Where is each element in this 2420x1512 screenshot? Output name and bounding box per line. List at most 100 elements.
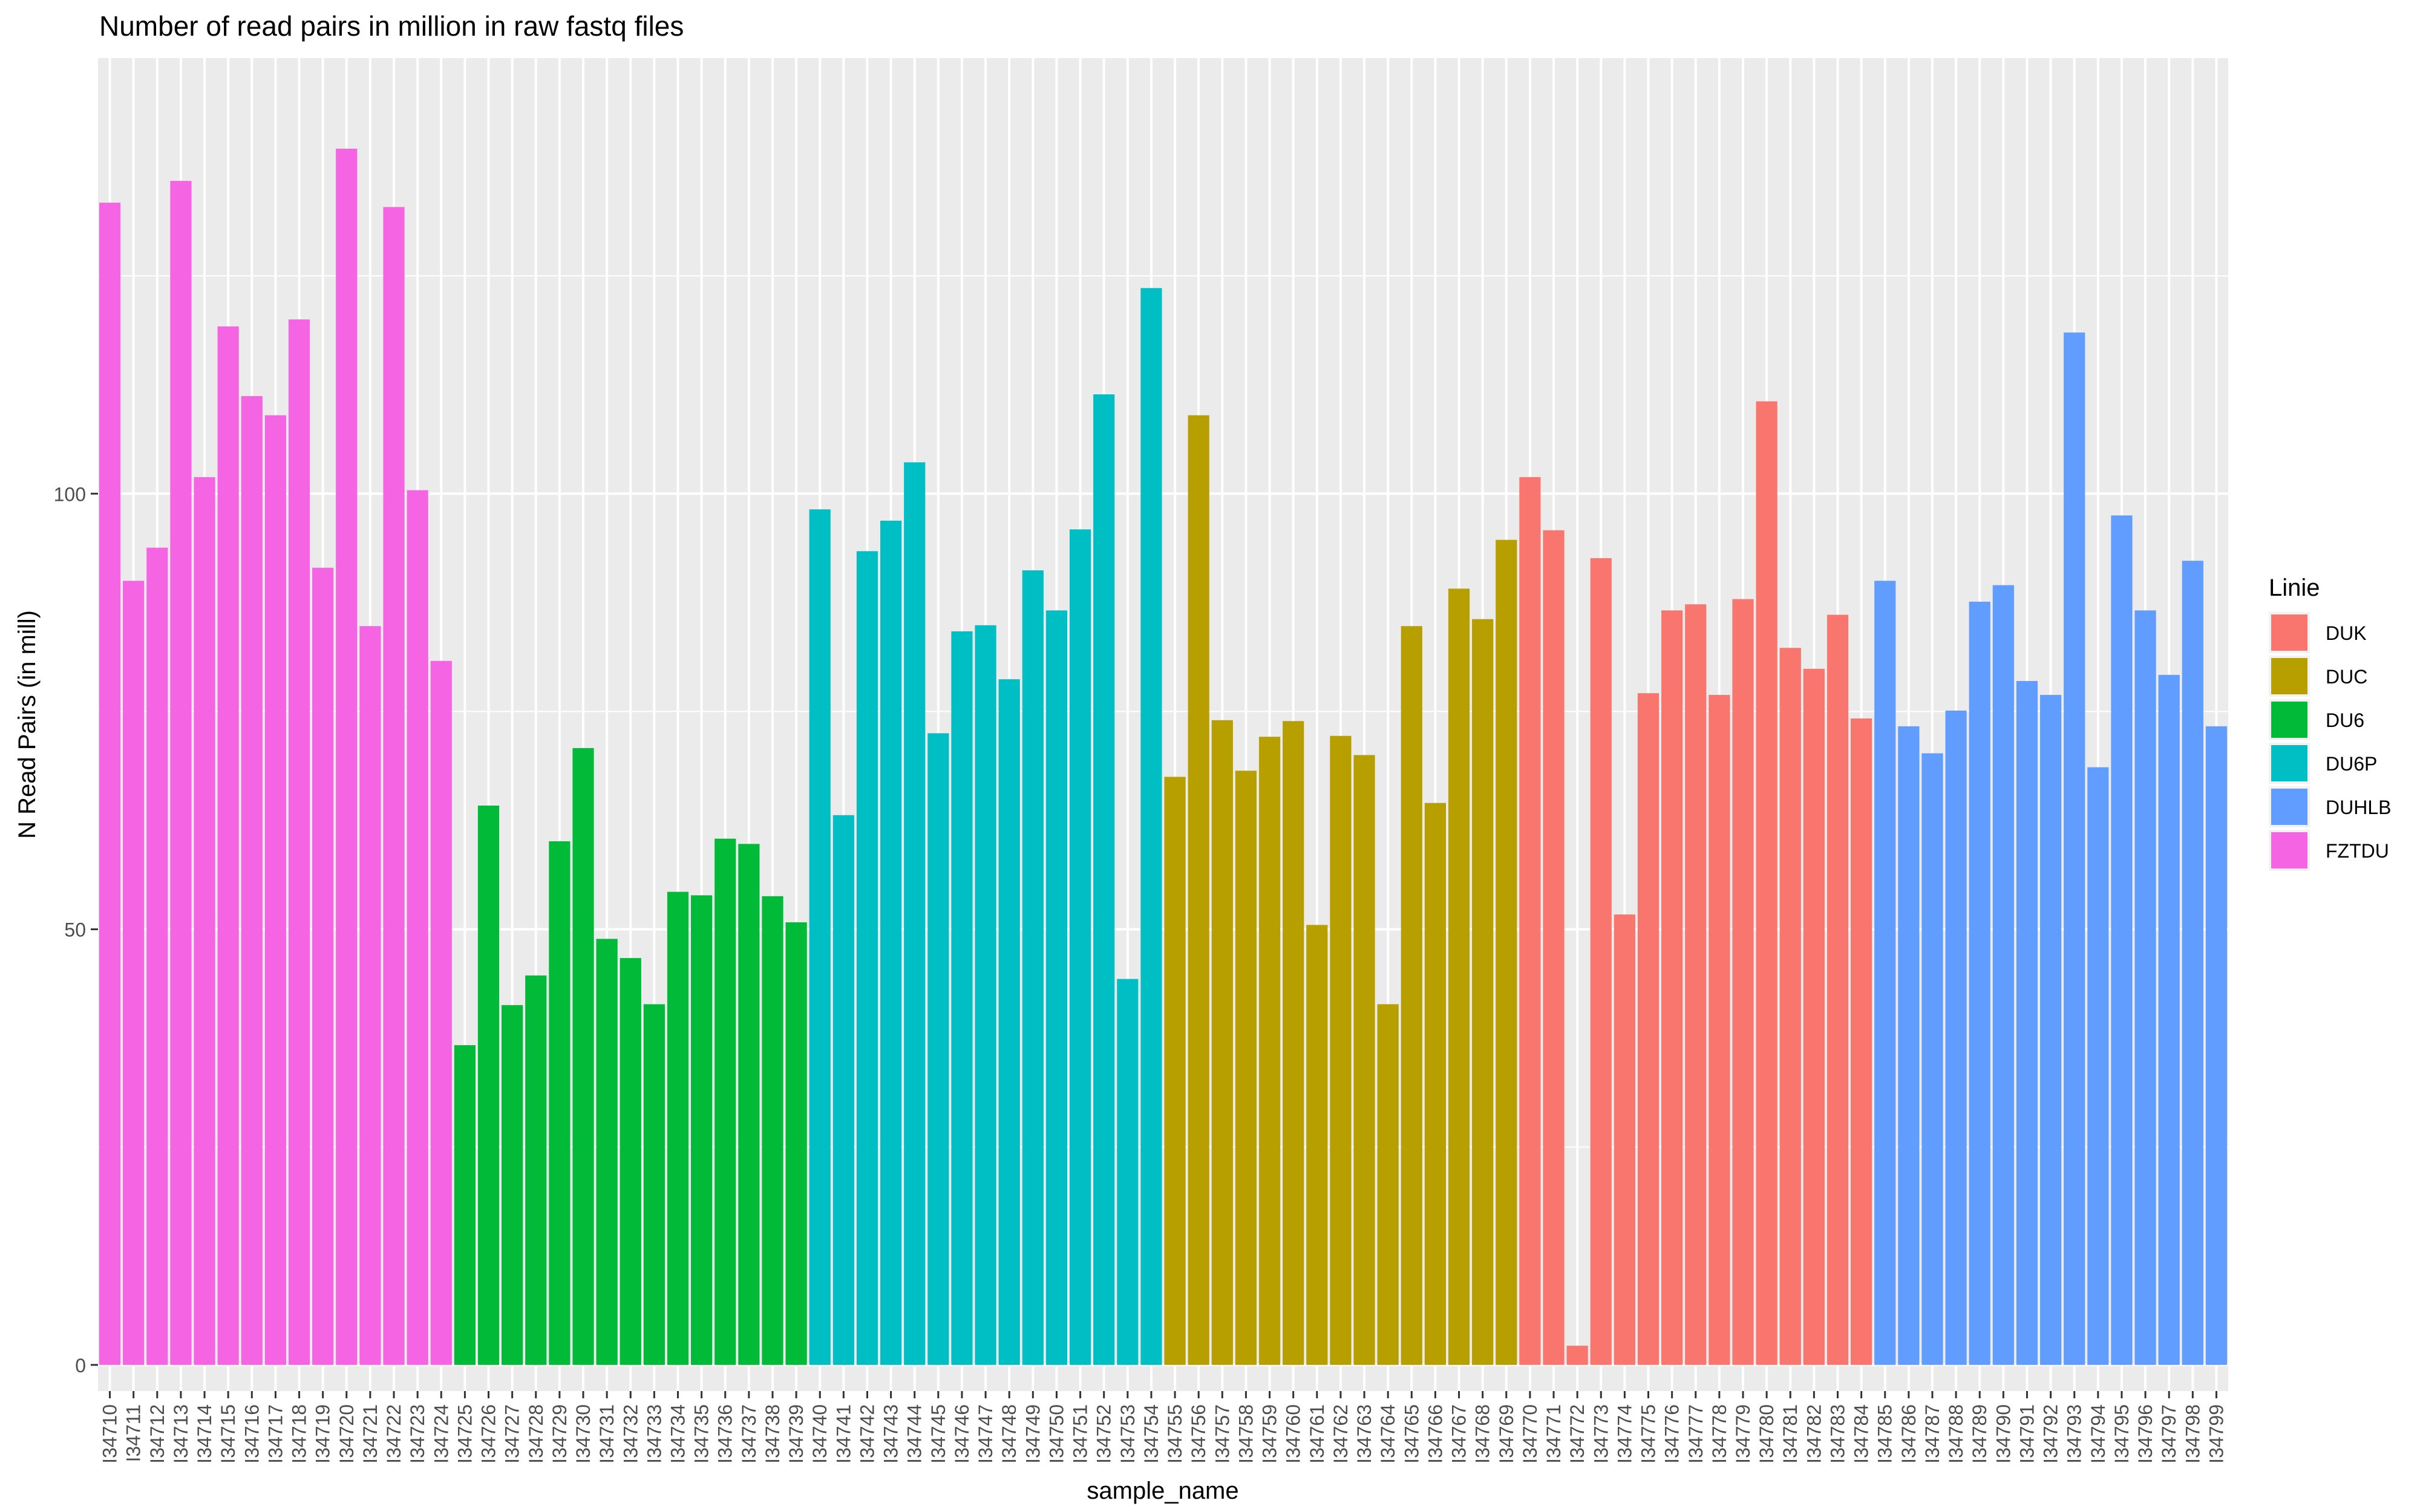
x-tick-label: I34787	[1921, 1404, 1943, 1464]
bar-I34733	[643, 1004, 665, 1365]
x-tick-label: I34784	[1851, 1404, 1872, 1464]
bar-I34786	[1898, 726, 1920, 1365]
legend-label-DUC: DUC	[2326, 666, 2367, 688]
bar-I34744	[904, 462, 926, 1365]
x-tick-label: I34712	[146, 1404, 168, 1464]
x-tick-label: I34715	[217, 1404, 239, 1464]
bar-I34788	[1945, 710, 1967, 1365]
x-tick-label: I34771	[1543, 1404, 1565, 1464]
legend-label-DU6: DU6	[2326, 709, 2364, 731]
y-tick-label: 0	[75, 1355, 86, 1377]
x-axis-title: sample_name	[1087, 1478, 1238, 1504]
x-tick-label: I34720	[336, 1404, 358, 1464]
bar-I34753	[1117, 979, 1139, 1365]
x-tick-label: I34719	[312, 1404, 334, 1464]
x-tick-label: I34764	[1377, 1404, 1399, 1464]
x-tick-label: I34798	[2182, 1404, 2203, 1464]
bar-I34725	[454, 1045, 476, 1365]
bar-I34711	[123, 581, 145, 1365]
x-tick-label: I34729	[549, 1404, 571, 1464]
x-tick-label: I34753	[1117, 1404, 1139, 1464]
bar-I34772	[1566, 1346, 1588, 1365]
x-tick-label: I34718	[289, 1404, 310, 1464]
bar-I34728	[525, 975, 547, 1365]
x-tick-label: I34765	[1401, 1404, 1422, 1464]
bar-I34759	[1258, 737, 1281, 1365]
x-tick-label: I34774	[1614, 1404, 1635, 1464]
x-tick-label: I34763	[1353, 1404, 1375, 1464]
bar-I34726	[477, 805, 500, 1365]
chart-title: Number of read pairs in million in raw f…	[99, 10, 684, 42]
x-tick-label: I34726	[478, 1404, 500, 1464]
x-tick-label: I34756	[1188, 1404, 1209, 1464]
bar-I34737	[738, 844, 760, 1365]
x-tick-label: I34776	[1661, 1404, 1683, 1464]
bar-I34794	[2087, 767, 2109, 1365]
bar-I34721	[359, 626, 381, 1365]
legend-label-FZTDU: FZTDU	[2326, 840, 2389, 862]
x-axis: I34710 I34711 I34712 I34713 I34714 I34715 I347…	[99, 1391, 2227, 1464]
bar-I34765	[1401, 626, 1422, 1365]
x-tick-label: I34793	[2064, 1404, 2085, 1464]
bar-I34746	[951, 631, 973, 1365]
bar-I34719	[312, 567, 334, 1365]
x-tick-label: I34782	[1803, 1404, 1825, 1464]
bar-I34716	[241, 396, 263, 1365]
x-tick-label: I34743	[880, 1404, 902, 1464]
x-tick-label: I34737	[738, 1404, 760, 1464]
x-tick-label: I34755	[1164, 1404, 1186, 1464]
bar-I34722	[383, 207, 405, 1365]
x-tick-label: I34779	[1732, 1404, 1754, 1464]
x-tick-label: I34746	[951, 1404, 973, 1464]
bar-I34715	[217, 326, 239, 1365]
bar-I34762	[1330, 735, 1352, 1365]
x-tick-label: I34728	[525, 1404, 547, 1464]
bar-I34731	[596, 939, 618, 1365]
bar-I34780	[1756, 401, 1777, 1365]
x-tick-label: I34777	[1685, 1404, 1707, 1464]
bar-I34718	[288, 319, 310, 1365]
bar-I34755	[1164, 777, 1186, 1365]
x-tick-label: I34741	[832, 1404, 854, 1464]
bar-I34724	[430, 660, 452, 1365]
legend-swatch-DUK	[2271, 614, 2307, 651]
x-tick-label: I34722	[383, 1404, 405, 1464]
x-tick-label: I34710	[99, 1404, 121, 1464]
x-tick-label: I34770	[1519, 1404, 1541, 1464]
x-tick-label: I34796	[2134, 1404, 2156, 1464]
bar-I34740	[809, 509, 831, 1365]
x-tick-label: I34732	[620, 1404, 641, 1464]
legend: Linie DUK DUC DU6 DU6P DUHLB FZTDU	[2269, 575, 2391, 871]
x-tick-label: I34727	[502, 1404, 523, 1464]
bars-layer	[99, 148, 2228, 1365]
bar-I34732	[620, 958, 641, 1365]
bar-I34763	[1353, 755, 1375, 1365]
bar-I34743	[880, 520, 902, 1365]
bar-I34781	[1779, 648, 1801, 1365]
bar-I34782	[1803, 668, 1825, 1365]
x-tick-label: I34740	[809, 1404, 831, 1464]
x-tick-label: I34786	[1898, 1404, 1920, 1464]
bar-I34773	[1590, 558, 1612, 1365]
bar-I34734	[667, 891, 689, 1365]
bar-I34770	[1519, 477, 1541, 1365]
x-tick-label: I34714	[194, 1404, 215, 1464]
bar-I34723	[407, 490, 428, 1365]
y-tick-label: 50	[64, 919, 86, 941]
bar-I34784	[1851, 718, 1872, 1365]
legend-swatch-DUC	[2271, 658, 2307, 694]
y-axis-title: N Read Pairs (in mill)	[14, 610, 41, 839]
bar-I34799	[2205, 726, 2228, 1365]
legend-label-DUHLB: DUHLB	[2326, 797, 2391, 818]
bar-I34758	[1235, 771, 1257, 1365]
bar-I34798	[2182, 561, 2203, 1365]
bar-I34754	[1140, 288, 1162, 1365]
bar-I34729	[549, 841, 571, 1365]
x-tick-label: I34766	[1424, 1404, 1446, 1464]
y-tick-label: 100	[54, 483, 86, 505]
bar-I34789	[1969, 601, 1990, 1365]
legend-swatch-DU6P	[2271, 745, 2307, 781]
x-tick-label: I34792	[2040, 1404, 2062, 1464]
x-tick-label: I34739	[785, 1404, 807, 1464]
